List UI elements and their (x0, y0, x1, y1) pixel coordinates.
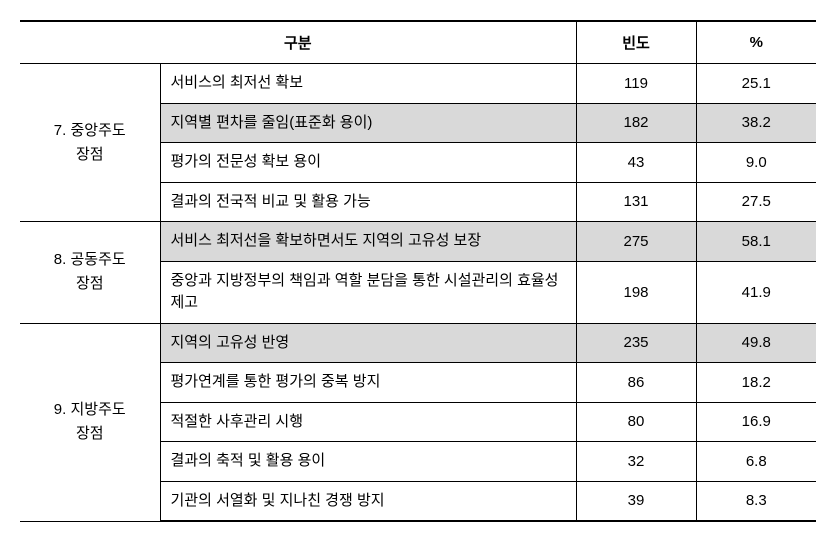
row-desc: 지역의 고유성 반영 (160, 323, 576, 363)
group-label-line: 9. 지방주도 (54, 401, 126, 418)
header-row: 구분 빈도 % (20, 21, 816, 64)
row-frequency: 182 (576, 103, 696, 143)
row-desc: 평가연계를 통한 평가의 중복 방지 (160, 363, 576, 403)
row-percent: 25.1 (696, 64, 816, 104)
row-desc: 평가의 전문성 확보 용이 (160, 143, 576, 183)
row-desc: 서비스 최저선을 확보하면서도 지역의 고유성 보장 (160, 222, 576, 262)
row-frequency: 119 (576, 64, 696, 104)
table-row: 8. 공동주도장점서비스 최저선을 확보하면서도 지역의 고유성 보장27558… (20, 222, 816, 262)
row-percent: 41.9 (696, 261, 816, 323)
row-percent: 58.1 (696, 222, 816, 262)
row-percent: 38.2 (696, 103, 816, 143)
row-frequency: 80 (576, 402, 696, 442)
row-frequency: 275 (576, 222, 696, 262)
header-percent: % (696, 21, 816, 64)
row-percent: 6.8 (696, 442, 816, 482)
row-percent: 27.5 (696, 182, 816, 222)
group-label-line: 8. 공동주도 (54, 251, 126, 268)
summary-table: 구분 빈도 % 7. 중앙주도장점서비스의 최저선 확보11925.1지역별 편… (20, 20, 816, 522)
group-label: 9. 지방주도장점 (20, 323, 160, 521)
header-frequency: 빈도 (576, 21, 696, 64)
header-category: 구분 (20, 21, 576, 64)
group-label-line: 장점 (76, 146, 104, 163)
row-frequency: 32 (576, 442, 696, 482)
row-percent: 18.2 (696, 363, 816, 403)
row-frequency: 43 (576, 143, 696, 183)
row-desc: 중앙과 지방정부의 책임과 역할 분담을 통한 시설관리의 효율성 제고 (160, 261, 576, 323)
group-label-line: 장점 (76, 425, 104, 442)
row-percent: 16.9 (696, 402, 816, 442)
row-percent: 49.8 (696, 323, 816, 363)
row-frequency: 86 (576, 363, 696, 403)
row-percent: 9.0 (696, 143, 816, 183)
row-frequency: 131 (576, 182, 696, 222)
row-frequency: 198 (576, 261, 696, 323)
row-desc: 지역별 편차를 줄임(표준화 용이) (160, 103, 576, 143)
table-body: 7. 중앙주도장점서비스의 최저선 확보11925.1지역별 편차를 줄임(표준… (20, 64, 816, 522)
row-desc: 적절한 사후관리 시행 (160, 402, 576, 442)
row-desc: 서비스의 최저선 확보 (160, 64, 576, 104)
row-frequency: 39 (576, 481, 696, 521)
group-label-line: 7. 중앙주도 (54, 122, 126, 139)
group-label: 7. 중앙주도장점 (20, 64, 160, 222)
row-frequency: 235 (576, 323, 696, 363)
group-label-line: 장점 (76, 275, 104, 292)
row-desc: 결과의 축적 및 활용 용이 (160, 442, 576, 482)
table-row: 9. 지방주도장점지역의 고유성 반영23549.8 (20, 323, 816, 363)
row-desc: 기관의 서열화 및 지나친 경쟁 방지 (160, 481, 576, 521)
table-row: 7. 중앙주도장점서비스의 최저선 확보11925.1 (20, 64, 816, 104)
group-label: 8. 공동주도장점 (20, 222, 160, 324)
row-percent: 8.3 (696, 481, 816, 521)
row-desc: 결과의 전국적 비교 및 활용 가능 (160, 182, 576, 222)
